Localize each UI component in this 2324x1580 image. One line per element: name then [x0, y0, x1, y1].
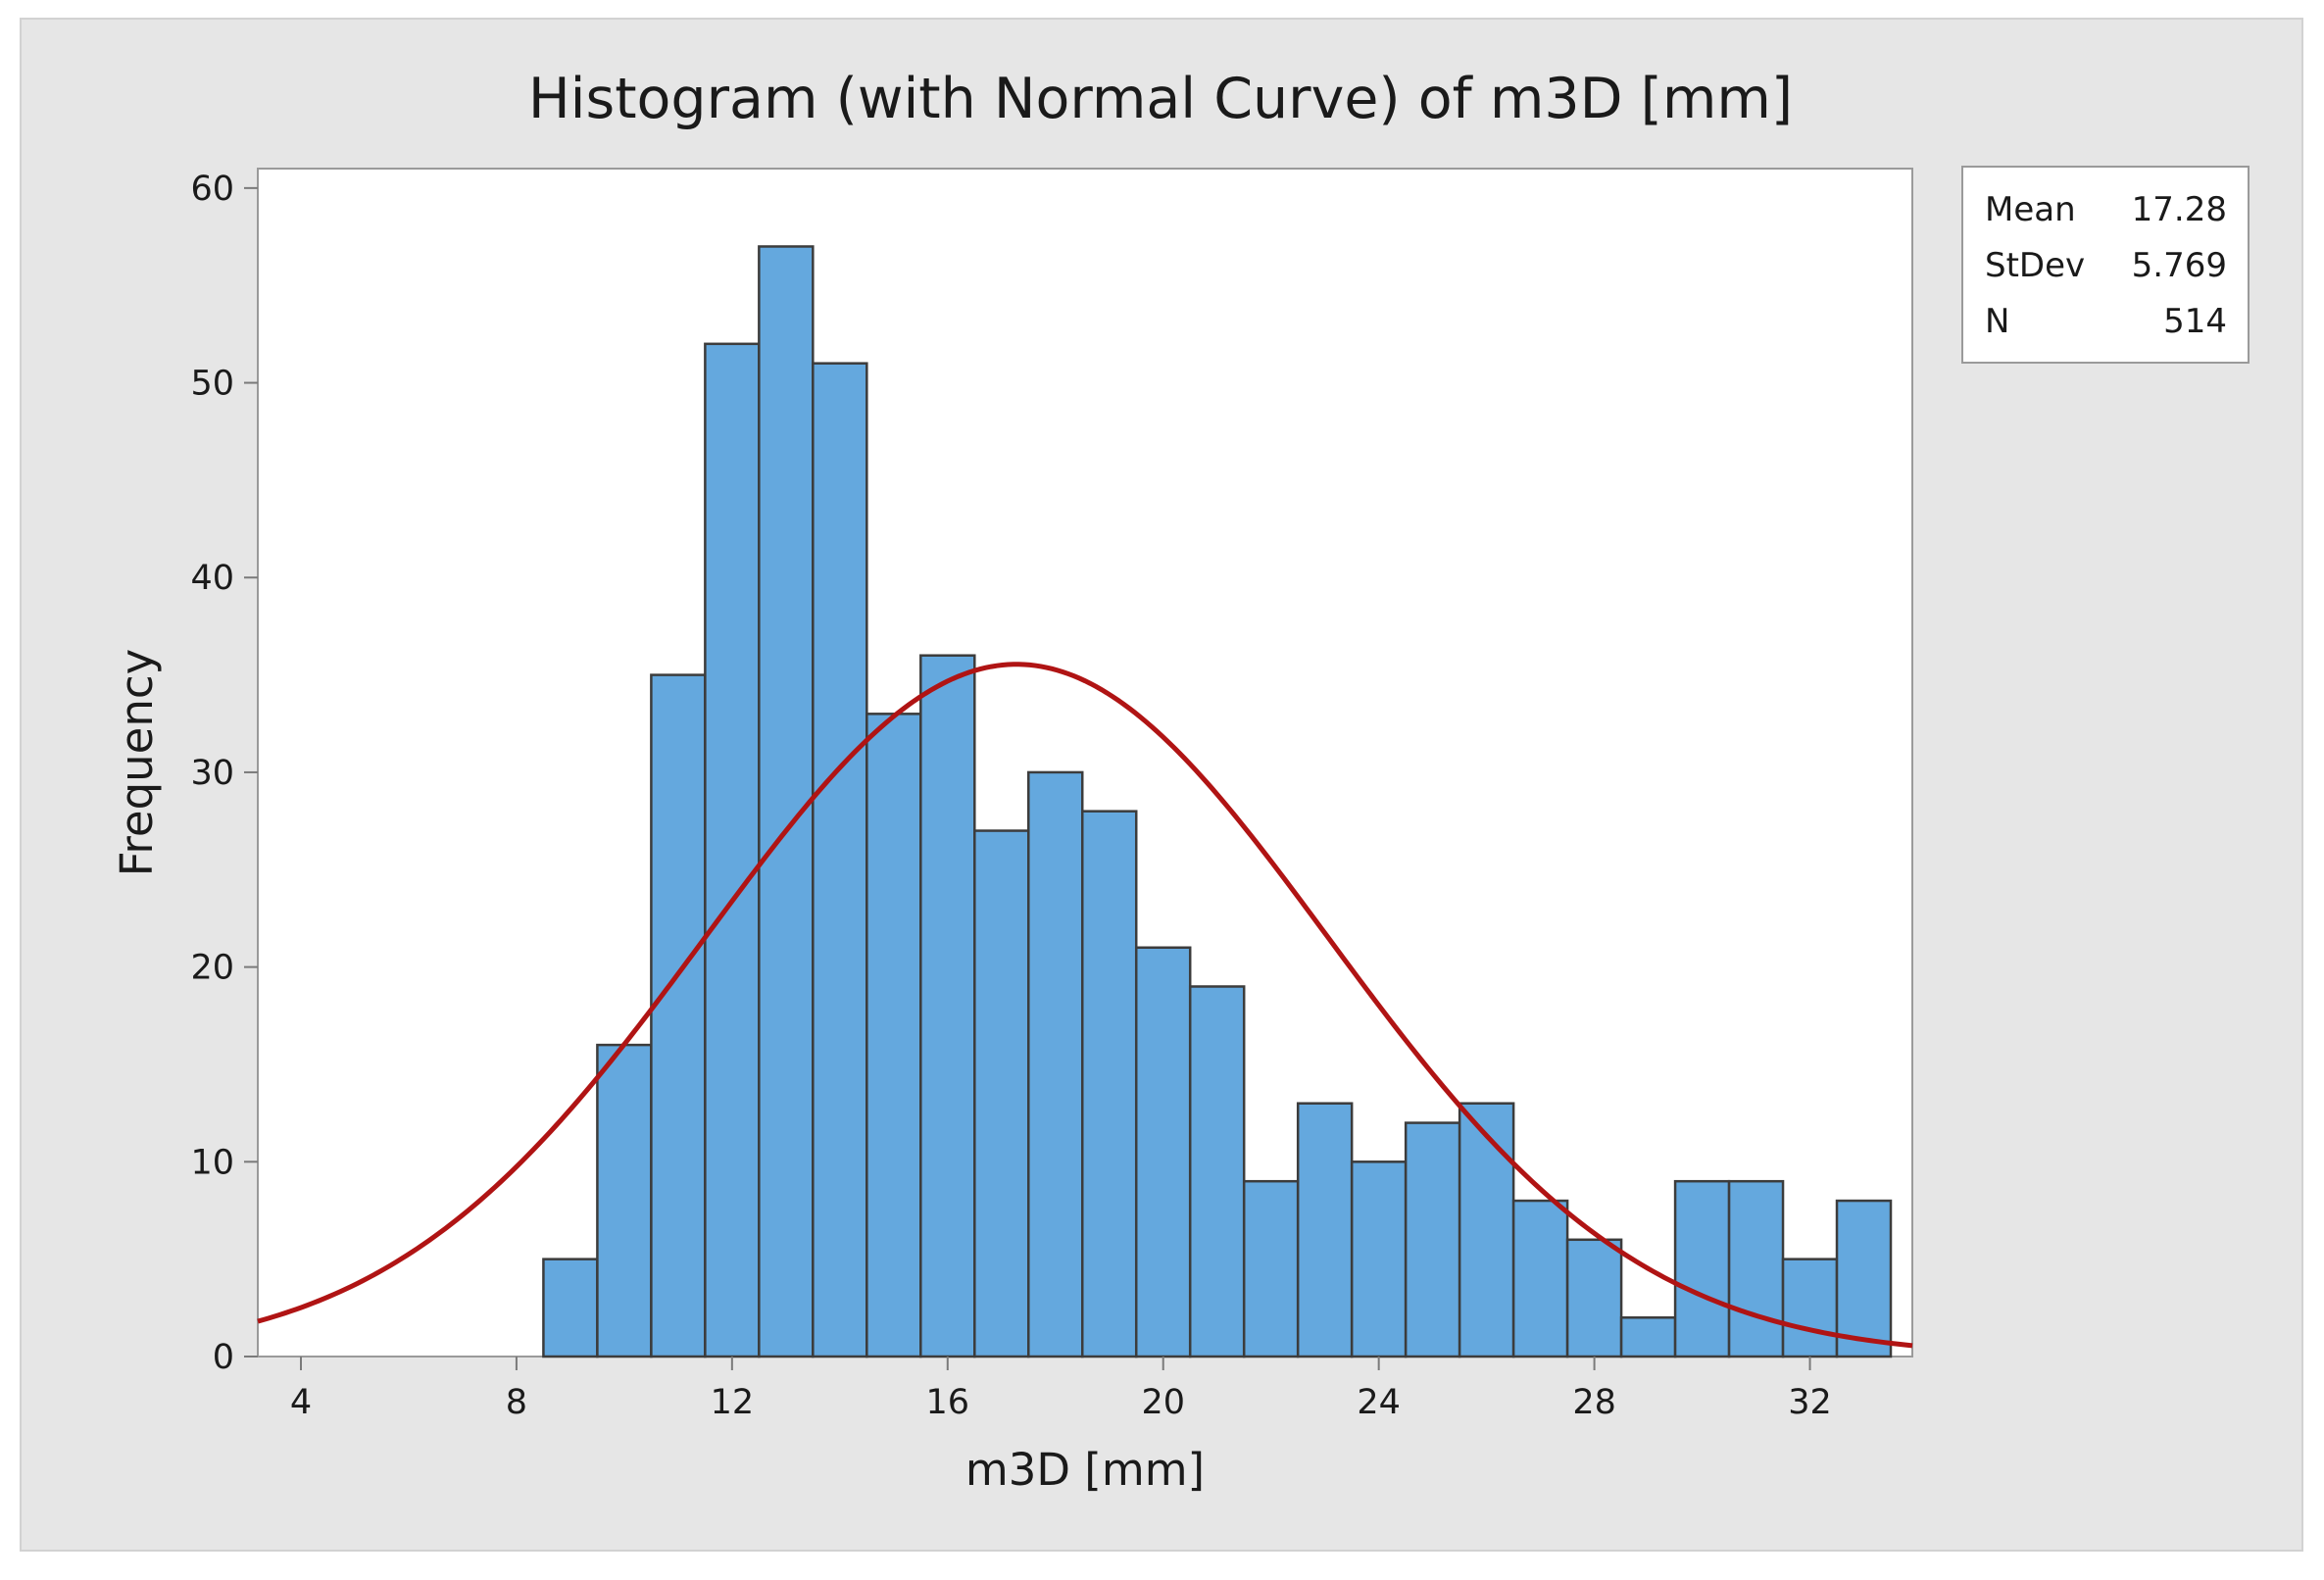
- histogram-bar: [812, 362, 868, 1358]
- y-tick-label: 50: [190, 365, 234, 404]
- histogram-bar: [1242, 1179, 1300, 1358]
- y-tick-label: 40: [190, 559, 234, 598]
- x-tick-label: 4: [290, 1383, 312, 1422]
- histogram-bar: [758, 245, 815, 1358]
- histogram-chart: Histogram (with Normal Curve) of m3D [mm…: [111, 67, 2250, 1496]
- histogram-bar: [973, 829, 1030, 1358]
- histogram-bar: [650, 673, 707, 1358]
- histogram-bar: [1511, 1199, 1569, 1358]
- x-tick-label: 16: [926, 1383, 970, 1422]
- x-axis: 4 8 12 16 20 24 28 32: [290, 1357, 1832, 1422]
- y-tick-label: 10: [190, 1143, 234, 1182]
- y-tick-label: 30: [190, 754, 234, 793]
- histogram-bar: [1458, 1102, 1515, 1358]
- normal-curve: [257, 662, 1913, 1349]
- y-axis-label: Frequency: [111, 649, 163, 876]
- chart-frame: Histogram (with Normal Curve) of m3D [mm…: [20, 18, 2303, 1552]
- histogram-bar: [1565, 1238, 1623, 1358]
- legend-stdev-label: StDev: [1985, 246, 2085, 285]
- y-tick-label: 0: [213, 1338, 234, 1377]
- histogram-bar: [704, 342, 761, 1358]
- y-tick-label: 60: [190, 170, 234, 209]
- histogram-bar: [596, 1043, 653, 1358]
- legend-n-label: N: [1985, 302, 2009, 341]
- stats-legend-box: [1961, 166, 2250, 364]
- legend-n-value: 514: [2163, 302, 2227, 341]
- x-tick-label: 28: [1572, 1383, 1616, 1422]
- legend-mean-value: 17.28: [2132, 190, 2227, 229]
- x-tick-label: 24: [1357, 1383, 1401, 1422]
- histogram-bar: [1296, 1102, 1354, 1358]
- bars-group: [542, 245, 1893, 1358]
- histogram-bar: [1727, 1179, 1785, 1358]
- y-tick-label: 20: [190, 949, 234, 988]
- legend-mean-label: Mean: [1985, 190, 2076, 229]
- stats-legend: Mean 17.28 StDev 5.769 N 514: [1961, 166, 2250, 364]
- histogram-bar: [1188, 985, 1246, 1358]
- histogram-bar: [1781, 1258, 1839, 1358]
- x-tick-label: 12: [711, 1383, 755, 1422]
- x-tick-label: 32: [1788, 1383, 1832, 1422]
- histogram-bar: [919, 654, 976, 1358]
- histogram-bar: [1027, 770, 1084, 1358]
- x-axis-label: m3D [mm]: [965, 1444, 1205, 1496]
- histogram-bar: [1134, 946, 1192, 1358]
- histogram-bar: [1350, 1160, 1408, 1358]
- chart-title: Histogram (with Normal Curve) of m3D [mm…: [528, 67, 1793, 131]
- x-tick-label: 8: [506, 1383, 527, 1422]
- histogram-bar: [865, 713, 922, 1358]
- histogram-bar: [1081, 810, 1138, 1358]
- legend-stdev-value: 5.769: [2132, 246, 2227, 285]
- x-tick-label: 20: [1141, 1383, 1185, 1422]
- y-axis: 0 10 20 30 40 50 60: [190, 170, 258, 1377]
- histogram-bar: [1404, 1121, 1461, 1358]
- histogram-bar: [1673, 1179, 1731, 1358]
- histogram-bar: [1835, 1199, 1893, 1358]
- histogram-bar: [1619, 1316, 1677, 1358]
- histogram-bar: [542, 1258, 599, 1358]
